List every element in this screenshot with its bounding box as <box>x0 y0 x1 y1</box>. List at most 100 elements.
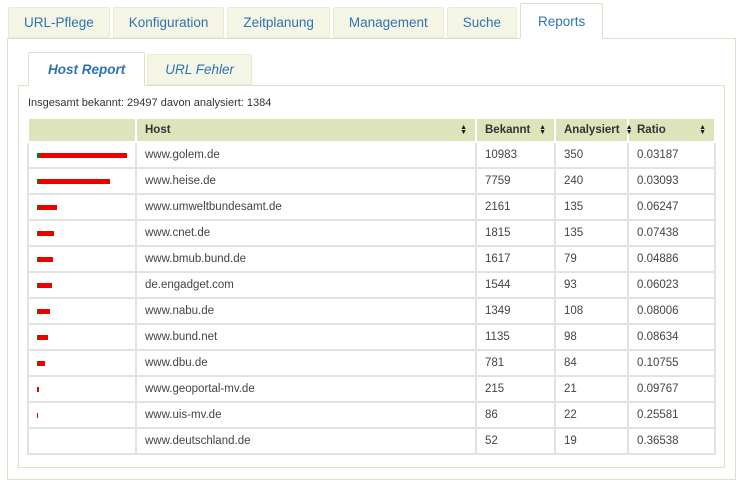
column-header-host[interactable]: Host ▲ ▼ <box>135 117 477 143</box>
host-bar-cell <box>27 375 137 403</box>
bekannt-cell: 7759 <box>475 167 556 195</box>
ratio-cell: 0.06247 <box>627 193 716 221</box>
host-volume-bar <box>37 282 127 288</box>
sort-icon[interactable]: ▲ ▼ <box>539 123 546 136</box>
ratio-cell: 0.08634 <box>627 323 716 351</box>
sort-icon[interactable]: ▲ ▼ <box>625 123 633 136</box>
host-volume-bar <box>37 230 127 236</box>
host-bar-cell <box>27 401 137 429</box>
bekannt-cell: 1815 <box>475 219 556 247</box>
analysiert-bar-segment <box>37 308 38 314</box>
tab-zeitplanung[interactable]: Zeitplanung <box>227 7 330 38</box>
analysiert-cell: 79 <box>554 245 629 273</box>
ratio-cell: 0.08006 <box>627 297 716 325</box>
table-row: www.heise.de 7759 240 0.03093 <box>27 167 716 195</box>
analysiert-cell: 21 <box>554 375 629 403</box>
host-cell: www.cnet.de <box>135 219 477 247</box>
tab-konfiguration[interactable]: Konfiguration <box>112 7 225 38</box>
host-bar-cell <box>27 297 137 325</box>
column-header-bekannt[interactable]: Bekannt ▲ ▼ <box>475 117 556 143</box>
sort-icon[interactable]: ▲ ▼ <box>460 123 467 136</box>
ratio-cell: 0.10755 <box>627 349 716 377</box>
ratio-cell: 0.06023 <box>627 271 716 299</box>
analysiert-cell: 350 <box>554 141 629 169</box>
bekannt-cell: 1349 <box>475 297 556 325</box>
host-bar-cell <box>27 193 137 221</box>
table-row: www.cnet.de 1815 135 0.07438 <box>27 219 716 247</box>
column-label-bekannt: Bekannt <box>485 124 531 136</box>
tab-host-report[interactable]: Host Report <box>28 52 146 86</box>
analysiert-bar-segment <box>37 256 38 262</box>
host-volume-bar <box>37 256 127 262</box>
host-volume-bar <box>37 178 127 184</box>
host-cell: www.nabu.de <box>135 297 477 325</box>
ratio-cell: 0.04886 <box>627 245 716 273</box>
bekannt-bar-segment <box>38 204 57 210</box>
sort-icon[interactable]: ▲ ▼ <box>699 123 706 136</box>
ratio-cell: 0.36538 <box>627 427 716 455</box>
table-row: de.engadget.com 1544 93 0.06023 <box>27 271 716 299</box>
host-volume-bar <box>37 386 127 392</box>
tab-url-fehler[interactable]: URL Fehler <box>147 54 253 85</box>
column-header-ratio[interactable]: Ratio ▲ ▼ <box>627 117 716 143</box>
table-header-row: Host ▲ ▼ Bekannt ▲ ▼ Analysiert ▲ ▼ <box>27 117 716 143</box>
analysiert-bar-segment <box>37 334 38 340</box>
table-row: www.nabu.de 1349 108 0.08006 <box>27 297 716 325</box>
bekannt-cell: 52 <box>475 427 556 455</box>
host-bar-cell <box>27 141 137 169</box>
table-row: www.bmub.bund.de 1617 79 0.04886 <box>27 245 716 273</box>
column-label-analysiert: Analysiert <box>564 124 620 136</box>
bekannt-bar-segment <box>39 152 127 158</box>
bekannt-bar-segment <box>38 282 52 288</box>
host-volume-bar <box>37 152 127 158</box>
column-label-host: Host <box>145 124 171 136</box>
tab-reports[interactable]: Reports <box>520 3 604 39</box>
table-row: www.umweltbundesamt.de 2161 135 0.06247 <box>27 193 716 221</box>
host-cell: www.uis-mv.de <box>135 401 477 429</box>
tab-suche[interactable]: Suche <box>446 7 517 38</box>
host-cell: www.golem.de <box>135 141 477 169</box>
host-bar-cell <box>27 245 137 273</box>
table-row: www.bund.net 1135 98 0.08634 <box>27 323 716 351</box>
reports-panel: Host Report URL Fehler Insgesamt bekannt… <box>7 38 736 480</box>
analysiert-cell: 19 <box>554 427 629 455</box>
analysiert-bar-segment <box>37 178 39 184</box>
host-cell: www.dbu.de <box>135 349 477 377</box>
analysiert-cell: 240 <box>554 167 629 195</box>
column-header-analysiert[interactable]: Analysiert ▲ ▼ <box>554 117 633 143</box>
tab-management[interactable]: Management <box>332 7 444 38</box>
ratio-cell: 0.07438 <box>627 219 716 247</box>
analysiert-bar-segment <box>37 230 38 236</box>
report-sub-tab-bar: Host Report URL Fehler <box>18 52 725 86</box>
bekannt-bar-segment <box>37 386 39 392</box>
host-volume-bar <box>37 308 127 314</box>
host-volume-bar <box>37 204 127 210</box>
host-volume-bar <box>37 360 127 366</box>
host-cell: www.umweltbundesamt.de <box>135 193 477 221</box>
analysiert-cell: 93 <box>554 271 629 299</box>
ratio-cell: 0.03093 <box>627 167 716 195</box>
host-volume-bar <box>37 412 127 418</box>
host-volume-bar <box>37 439 127 444</box>
bekannt-bar-segment <box>37 412 38 418</box>
analysiert-cell: 135 <box>554 219 629 247</box>
analysiert-cell: 22 <box>554 401 629 429</box>
host-bar-cell <box>27 349 137 377</box>
analysiert-cell: 84 <box>554 349 629 377</box>
host-bar-cell <box>27 427 137 455</box>
host-volume-bar <box>37 334 127 340</box>
table-row: www.deutschland.de 52 19 0.36538 <box>27 427 716 455</box>
host-bar-cell <box>27 219 137 247</box>
bekannt-cell: 2161 <box>475 193 556 221</box>
table-row: www.golem.de 10983 350 0.03187 <box>27 141 716 169</box>
host-bar-cell <box>27 323 137 351</box>
analysiert-cell: 108 <box>554 297 629 325</box>
analysiert-bar-segment <box>37 282 38 288</box>
tab-url-pflege[interactable]: URL-Pflege <box>8 7 110 38</box>
host-bar-cell <box>27 271 137 299</box>
host-cell: www.bmub.bund.de <box>135 245 477 273</box>
bekannt-bar-segment <box>38 334 48 340</box>
bekannt-cell: 781 <box>475 349 556 377</box>
bekannt-bar-segment <box>38 360 45 366</box>
ratio-cell: 0.25581 <box>627 401 716 429</box>
